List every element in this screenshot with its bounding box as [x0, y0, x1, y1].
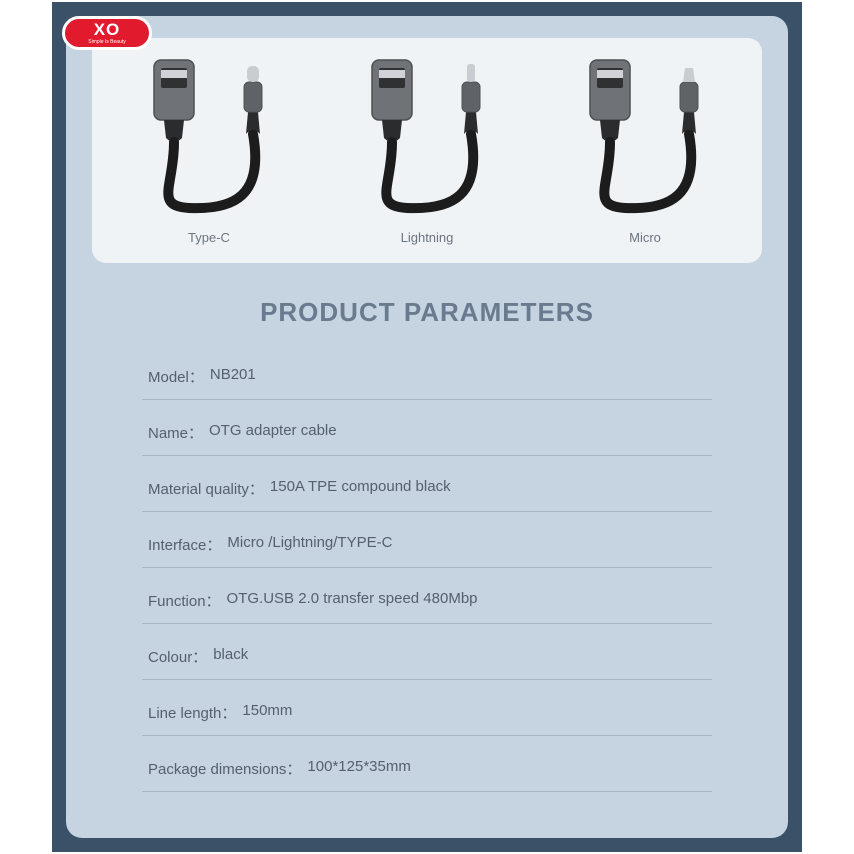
spec-label: Package dimensions： [148, 758, 301, 779]
spec-label: Colour： [148, 646, 207, 667]
brand-tagline: Simple Is Beauty [88, 40, 126, 45]
spec-row: Line length： 150mm [142, 680, 712, 736]
spec-row: Name： OTG adapter cable [142, 400, 712, 456]
spec-value: OTG adapter cable [209, 422, 337, 443]
spec-row: Package dimensions： 100*125*35mm [142, 736, 712, 792]
spec-value: OTG.USB 2.0 transfer speed 480Mbp [227, 590, 478, 611]
gallery-item: Type-C [134, 56, 284, 245]
spec-table: Model： NB201 Name： OTG adapter cable Materia… [92, 344, 762, 792]
gallery-item: Lightning [352, 56, 502, 245]
product-gallery: Type-C Lightning Micro [92, 38, 762, 263]
product-card: XO Simple Is Beauty Type-C Ligh [66, 16, 788, 838]
gallery-item-label: Micro [629, 230, 661, 245]
cable-icon [570, 56, 720, 216]
section-title: PRODUCT PARAMETERS [92, 297, 762, 328]
spec-value: 150mm [242, 702, 292, 723]
spec-value: NB201 [210, 366, 256, 387]
brand-name: XO [94, 21, 121, 38]
spec-value: black [213, 646, 248, 667]
spec-label: Model： [148, 366, 204, 387]
spec-label: Line length： [148, 702, 236, 723]
spec-row: Function： OTG.USB 2.0 transfer speed 480M… [142, 568, 712, 624]
spec-value: 100*125*35mm [307, 758, 410, 779]
gallery-item-label: Type-C [188, 230, 230, 245]
spec-label: Function： [148, 590, 221, 611]
spec-value: 150A TPE compound black [270, 478, 451, 499]
cable-icon [352, 56, 502, 216]
spec-row: Material quality： 150A TPE compound black [142, 456, 712, 512]
gallery-item: Micro [570, 56, 720, 245]
outer-frame: XO Simple Is Beauty Type-C Ligh [52, 2, 802, 852]
spec-label: Material quality： [148, 478, 264, 499]
spec-label: Name： [148, 422, 203, 443]
spec-row: Colour： black [142, 624, 712, 680]
gallery-item-label: Lightning [401, 230, 454, 245]
spec-label: Interface： [148, 534, 221, 555]
spec-row: Interface： Micro /Lightning/TYPE-C [142, 512, 712, 568]
cable-icon [134, 56, 284, 216]
brand-logo: XO Simple Is Beauty [62, 16, 152, 50]
spec-value: Micro /Lightning/TYPE-C [227, 534, 392, 555]
spec-row: Model： NB201 [142, 344, 712, 400]
